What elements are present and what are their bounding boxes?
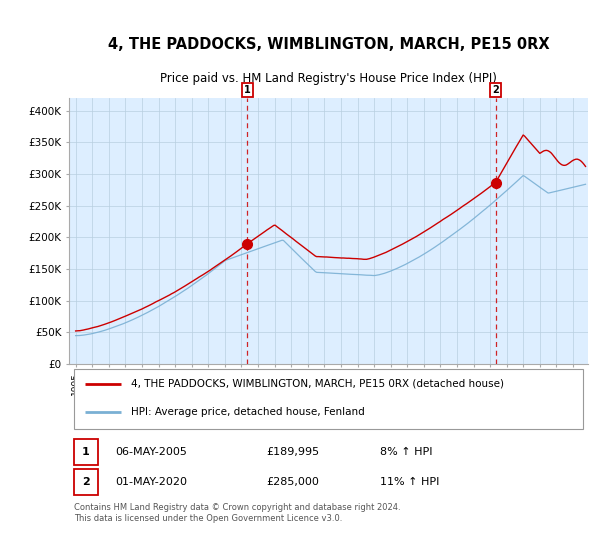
FancyBboxPatch shape [74, 469, 98, 495]
Text: Price paid vs. HM Land Registry's House Price Index (HPI): Price paid vs. HM Land Registry's House … [160, 72, 497, 85]
Text: 01-MAY-2020: 01-MAY-2020 [116, 477, 188, 487]
Text: 11% ↑ HPI: 11% ↑ HPI [380, 477, 440, 487]
Text: 06-MAY-2005: 06-MAY-2005 [116, 447, 188, 457]
Text: Contains HM Land Registry data © Crown copyright and database right 2024.
This d: Contains HM Land Registry data © Crown c… [74, 503, 401, 522]
Text: 4, THE PADDOCKS, WIMBLINGTON, MARCH, PE15 0RX: 4, THE PADDOCKS, WIMBLINGTON, MARCH, PE1… [107, 36, 550, 52]
FancyBboxPatch shape [74, 439, 98, 465]
Text: 2: 2 [492, 85, 499, 95]
Text: 1: 1 [82, 447, 90, 457]
Text: 4, THE PADDOCKS, WIMBLINGTON, MARCH, PE15 0RX (detached house): 4, THE PADDOCKS, WIMBLINGTON, MARCH, PE1… [131, 379, 504, 389]
Text: £189,995: £189,995 [266, 447, 319, 457]
Text: 2: 2 [82, 477, 90, 487]
Text: £285,000: £285,000 [266, 477, 319, 487]
Text: 1: 1 [244, 85, 251, 95]
Text: HPI: Average price, detached house, Fenland: HPI: Average price, detached house, Fenl… [131, 407, 365, 417]
Text: 8% ↑ HPI: 8% ↑ HPI [380, 447, 433, 457]
FancyBboxPatch shape [74, 370, 583, 428]
